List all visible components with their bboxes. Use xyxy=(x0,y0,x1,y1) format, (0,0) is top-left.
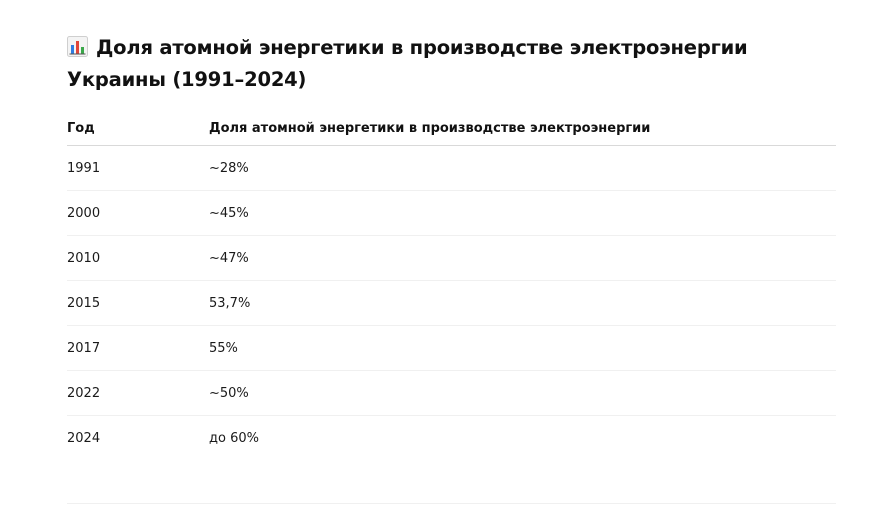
page-title: Доля атомной энергетики в производстве э… xyxy=(67,32,836,96)
data-table: Год Доля атомной энергетики в производст… xyxy=(67,111,836,460)
share-cell: ~50% xyxy=(209,370,836,416)
table-row: 2000 ~45% xyxy=(67,190,836,236)
share-cell: 55% xyxy=(209,325,836,371)
table-row: 2010 ~47% xyxy=(67,235,836,281)
share-cell: до 60% xyxy=(209,430,259,446)
share-cell: ~47% xyxy=(209,235,836,281)
year-cell: 2010 xyxy=(67,235,209,281)
year-cell: 1991 xyxy=(67,145,209,191)
document-content: Доля атомной энергетики в производстве э… xyxy=(67,32,836,460)
year-cell: 2022 xyxy=(67,370,209,416)
page-title-text: Доля атомной энергетики в производстве э… xyxy=(67,36,748,91)
year-cell: 2024 xyxy=(67,430,101,446)
column-header-share: Доля атомной энергетики в производстве э… xyxy=(209,111,836,146)
share-cell: 53,7% xyxy=(209,280,836,326)
year-cell: 2015 xyxy=(67,280,209,326)
column-header-year: Год xyxy=(67,111,209,146)
share-cell: ~45% xyxy=(209,190,836,236)
table-row: 2017 55% xyxy=(67,325,836,371)
divider xyxy=(67,503,836,504)
table-row: 2024 до 60% xyxy=(67,416,836,461)
table-row: 2022 ~50% xyxy=(67,370,836,416)
table-row: 1991 ~28% xyxy=(67,145,836,191)
table-header-row: Год Доля атомной энергетики в производст… xyxy=(67,111,836,146)
share-cell: ~28% xyxy=(209,145,836,191)
year-cell: 2000 xyxy=(67,190,209,236)
bar-chart-icon xyxy=(67,36,88,57)
year-cell: 2017 xyxy=(67,325,209,371)
table-row: 2015 53,7% xyxy=(67,280,836,326)
